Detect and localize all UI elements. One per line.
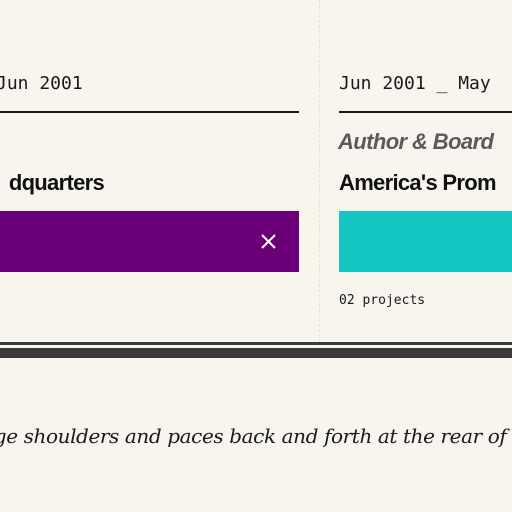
close-button[interactable]	[258, 231, 279, 252]
section-rule-thin	[0, 342, 512, 345]
entry-title: dquarters	[8, 170, 105, 195]
entry-divider	[0, 111, 299, 113]
entry-role: Author & Board	[338, 129, 494, 154]
quote-text: ange shoulders and paces back and forth …	[0, 424, 512, 448]
entry-projects-count: 02 projects	[339, 293, 426, 308]
entry-color-bar[interactable]	[339, 211, 512, 272]
column-divider	[319, 0, 320, 342]
section-rule-thick	[0, 348, 512, 358]
entry-title: America's Prom	[339, 170, 497, 195]
close-icon	[261, 234, 276, 249]
entry-date-range: Jun 2001 _ May	[339, 73, 491, 94]
entry-divider	[339, 111, 512, 113]
entry-date-range: Jun 2001	[0, 73, 83, 94]
entry-color-bar	[0, 211, 299, 272]
